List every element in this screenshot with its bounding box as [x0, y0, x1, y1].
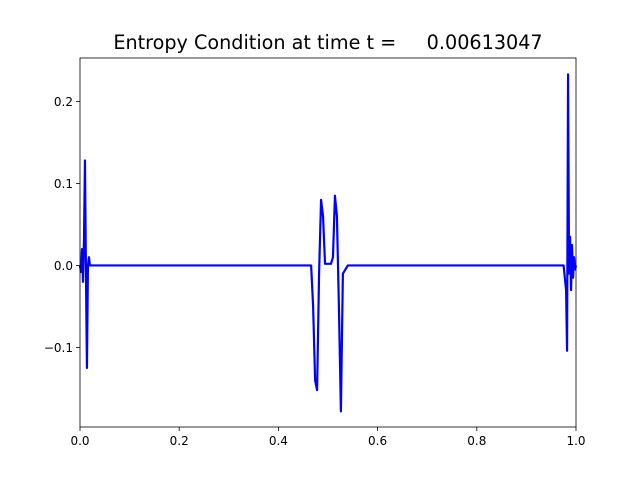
x-tick-label: 0.4: [269, 434, 288, 448]
x-tick-label: 1.0: [566, 434, 585, 448]
x-tick-label: 0.2: [170, 434, 189, 448]
axes-frame: [79, 57, 577, 428]
plot-area: [80, 58, 576, 427]
x-axis: 0.0 0.2 0.4 0.6 0.8 1.0: [70, 427, 586, 448]
y-tick-label: 0.2: [54, 95, 73, 109]
y-axis: −0.1 0.0 0.1 0.2: [44, 95, 80, 355]
chart-title: Entropy Condition at time t = 0.00613047: [113, 31, 542, 54]
x-tick-label: 0.6: [368, 434, 387, 448]
y-tick-label: 0.1: [54, 177, 73, 191]
y-tick-label: 0.0: [54, 259, 73, 273]
x-tick-label: 0.0: [70, 434, 89, 448]
x-tick-label: 0.8: [467, 434, 486, 448]
line-layer: [78, 73, 578, 413]
series-line-0: [78, 73, 578, 413]
y-tick-label: −0.1: [44, 341, 73, 355]
